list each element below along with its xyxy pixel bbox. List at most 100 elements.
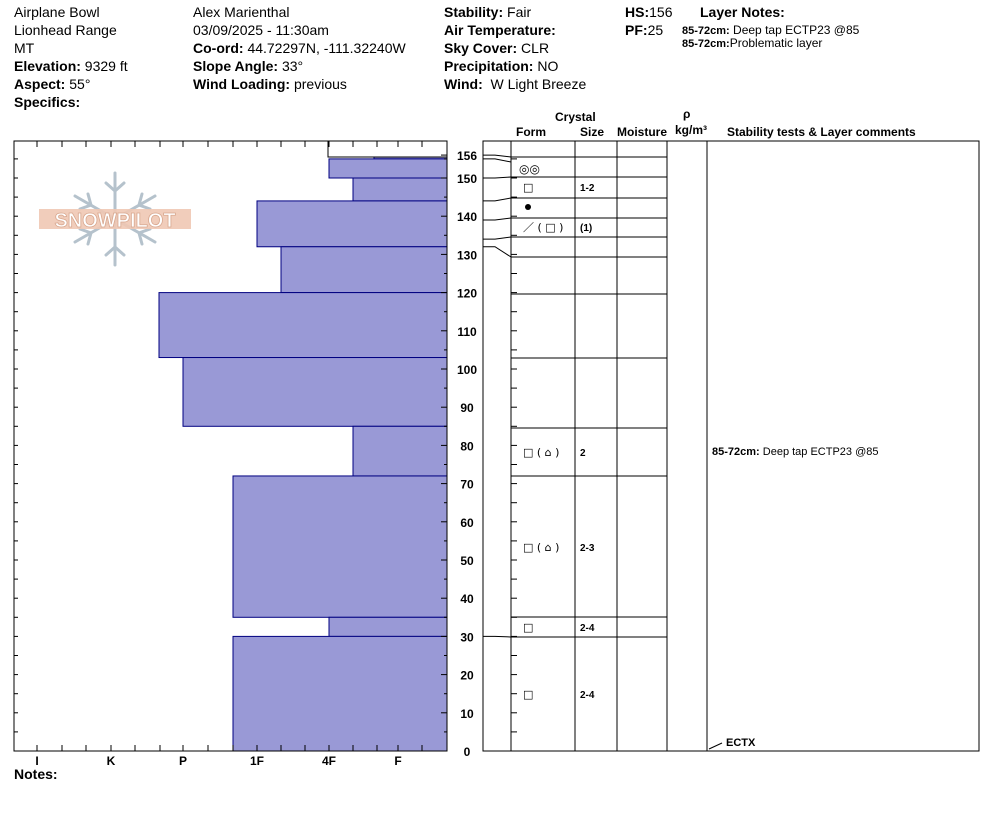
- comments-header: Stability tests & Layer comments: [727, 125, 916, 139]
- stability-value: Fair: [507, 4, 532, 20]
- layer-comment-range: 85-72cm:: [712, 446, 763, 458]
- crystal-size: 2-4: [580, 623, 595, 634]
- notes-label: Notes:: [14, 766, 58, 782]
- coord-row: Co-ord: 44.72297N, -111.32240W: [193, 41, 406, 55]
- pf-row: PF:25: [625, 23, 663, 37]
- depth-tick-label: 120: [457, 287, 477, 301]
- sky-label: Sky Cover:: [444, 40, 518, 56]
- layer-comment: 85-72cm: Deep tap ECTP23 @85: [712, 446, 879, 458]
- hardness-label: I: [35, 754, 38, 768]
- crystal-form: □: [523, 181, 533, 194]
- wind-value: W Light Breeze: [490, 76, 587, 92]
- layer-note-2-text: Problematic layer: [729, 36, 823, 50]
- state-name: MT: [14, 40, 35, 56]
- layer-connector: [483, 217, 512, 221]
- layer-connector: [483, 176, 512, 179]
- depth-tick-label: 10: [460, 707, 474, 721]
- crystal-form: □ ( ⌂ ): [523, 446, 559, 459]
- coord-label: Co-ord:: [193, 40, 244, 56]
- depth-tick-label: 0: [464, 745, 471, 759]
- form-header: Form: [516, 125, 546, 139]
- depth-tick-label: 50: [460, 554, 474, 568]
- hs-value: 156: [649, 4, 673, 20]
- hardness-bar: [352, 177, 448, 202]
- layer-table: □ 1-2 ／ ( □ ) (1) □ ( ⌂ ) 2 □ ( ⌂ ) 2-3 □ 2-4 □ 2-4…: [482, 140, 980, 752]
- hardness-bar: [327, 140, 448, 158]
- depth-tick-label: 60: [460, 516, 474, 530]
- crystal-form: □ ( ⌂ ): [523, 541, 559, 554]
- sky-row: Sky Cover: CLR: [444, 41, 549, 55]
- hardness-label: K: [107, 754, 116, 768]
- aspect-value: 55°: [69, 76, 91, 92]
- layer-note-1-text: Deep tap ECTP23 @85: [733, 23, 860, 37]
- crystal-size: 2-3: [580, 543, 595, 554]
- depth-axis: 0 10 20 30 40 50 60 70 80 90 100 110 120 130 140 150 156: [14, 141, 477, 759]
- wind-loading-row: Wind Loading: previous: [193, 77, 347, 91]
- stability-row: Stability: Fair: [444, 5, 531, 19]
- depth-tick-label: 130: [457, 248, 477, 262]
- range-name: Lionhead Range: [14, 22, 117, 38]
- layer-connector: [483, 158, 512, 163]
- air-temp-label: Air Temperature:: [444, 22, 556, 38]
- wind-row: Wind: W Light Breeze: [444, 77, 586, 91]
- depth-tick-label: 40: [460, 592, 474, 606]
- layer-table-border: [482, 140, 980, 752]
- hardness-bar: [232, 635, 448, 752]
- stability-test-label: ECTX: [726, 737, 756, 749]
- depth-tick-label: 20: [460, 669, 474, 683]
- hardness-bar: [158, 292, 448, 359]
- layer-connector: [483, 246, 512, 258]
- rounded-grains-icon: ◎◎: [519, 162, 540, 176]
- layer-connector: [483, 236, 512, 240]
- layer-connector: [483, 154, 512, 158]
- hs-label: HS:: [625, 4, 650, 20]
- stability-label: Stability:: [444, 4, 504, 20]
- precip-label: Precipitation:: [444, 58, 534, 74]
- rho-header: ρ: [683, 107, 691, 121]
- layer-note-2-range: 85-72cm:: [682, 38, 730, 50]
- coord-value: 44.72297N, -111.32240W: [247, 40, 406, 56]
- snowpilot-logo: SNOWPILOT: [39, 171, 191, 267]
- location-name: Airplane Bowl: [14, 4, 100, 20]
- depth-tick-label: 80: [460, 439, 474, 453]
- crystal-form: □: [523, 621, 533, 634]
- elevation-label: Elevation:: [14, 58, 81, 74]
- moisture-header: Moisture: [617, 125, 668, 139]
- pf-label: PF:: [625, 22, 648, 38]
- hardness-bar: [328, 158, 448, 179]
- wind-loading-label: Wind Loading:: [193, 76, 291, 92]
- hardness-bar: [256, 200, 448, 248]
- layer-note-2: 85-72cm:Problematic layer: [682, 37, 822, 50]
- depth-tick-label: 150: [457, 172, 477, 186]
- elevation-value: 9329 ft: [84, 58, 128, 74]
- hardness-label: P: [179, 754, 187, 768]
- stability-test-pointer: [708, 742, 723, 750]
- layer-connector: [483, 197, 512, 202]
- density-header: kg/m³: [675, 123, 708, 137]
- observer-name: Alex Marienthal: [193, 4, 290, 20]
- depth-tick-label: 110: [457, 325, 477, 339]
- hardness-axis: I K P 1F 4F F: [35, 754, 401, 768]
- slope-row: Slope Angle: 33°: [193, 59, 303, 73]
- hardness-bar: [352, 425, 448, 477]
- crystal-header: Crystal: [555, 110, 596, 124]
- crystal-size: 2-4: [580, 690, 595, 701]
- precip-row: Precipitation: NO: [444, 59, 558, 73]
- hardness-label: F: [394, 754, 401, 768]
- depth-tick-label: 30: [460, 630, 474, 644]
- wind-loading-value: previous: [293, 76, 347, 92]
- layer-note-1-range: 85-72cm:: [682, 25, 730, 37]
- size-header: Size: [580, 125, 605, 139]
- aspect-row: Aspect: 55°: [14, 77, 90, 91]
- slope-value: 33°: [281, 58, 304, 74]
- aspect-label: Aspect:: [14, 76, 66, 92]
- layer-notes-title: Layer Notes:: [700, 4, 785, 20]
- hardness-bar: [328, 616, 448, 637]
- crystal-form: □: [523, 688, 533, 701]
- specifics-label: Specifics:: [14, 94, 81, 110]
- hardness-bars: [158, 140, 448, 752]
- crystal-form: ／ ( □ ): [523, 221, 563, 234]
- hs-row: HS:156: [625, 5, 672, 19]
- depth-tick-label: 140: [457, 210, 477, 224]
